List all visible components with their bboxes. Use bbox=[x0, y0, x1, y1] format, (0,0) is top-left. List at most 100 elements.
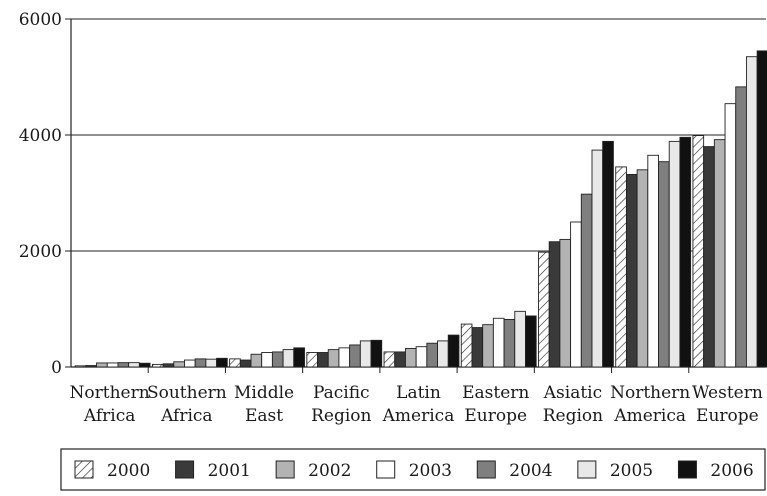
bar bbox=[261, 352, 273, 368]
bar bbox=[570, 221, 582, 368]
bar bbox=[306, 352, 318, 368]
bar bbox=[162, 363, 175, 368]
legend-label: 2004 bbox=[509, 461, 552, 481]
bar bbox=[184, 359, 196, 368]
bar bbox=[96, 362, 108, 368]
bar bbox=[514, 310, 526, 368]
bar bbox=[338, 347, 351, 368]
category-label: Africa bbox=[160, 406, 213, 426]
bar bbox=[636, 169, 649, 368]
category-label: America bbox=[613, 406, 686, 426]
legend-swatch bbox=[175, 460, 195, 479]
category-label: Latin bbox=[396, 383, 441, 403]
category-label: Region bbox=[543, 406, 603, 426]
bar bbox=[394, 351, 406, 368]
bar bbox=[426, 342, 439, 368]
bar bbox=[415, 346, 428, 368]
category-label: Southern bbox=[147, 383, 227, 403]
bar bbox=[724, 103, 737, 368]
bar bbox=[602, 140, 614, 368]
bar bbox=[405, 347, 417, 368]
bar bbox=[383, 351, 396, 368]
bar bbox=[580, 193, 593, 368]
legend-label: 2006 bbox=[710, 461, 753, 481]
bar bbox=[74, 365, 87, 368]
legend-label: 2003 bbox=[409, 461, 452, 481]
bar bbox=[359, 340, 372, 368]
category-label: East bbox=[245, 406, 283, 426]
category-label: Western bbox=[692, 383, 763, 403]
legend-swatch bbox=[74, 460, 94, 479]
legend-swatch bbox=[376, 460, 396, 479]
legend-swatch bbox=[476, 460, 496, 479]
bar bbox=[282, 349, 295, 368]
bar bbox=[756, 50, 767, 368]
bar bbox=[525, 315, 537, 368]
bar bbox=[482, 324, 494, 368]
bar bbox=[151, 363, 164, 368]
bar bbox=[117, 362, 130, 368]
bar bbox=[349, 344, 361, 368]
legend-swatch bbox=[577, 460, 597, 479]
category-label: Europe bbox=[696, 406, 759, 426]
bar bbox=[370, 339, 383, 368]
y-tick-label: 4000 bbox=[19, 126, 62, 146]
bar bbox=[679, 136, 692, 368]
category-label: Pacific bbox=[313, 383, 370, 403]
bar bbox=[471, 327, 484, 368]
bar bbox=[447, 334, 460, 368]
bar bbox=[745, 56, 758, 368]
legend-label: 2000 bbox=[107, 461, 150, 481]
legend-label: 2005 bbox=[610, 461, 653, 481]
bar bbox=[625, 173, 638, 368]
category-label: Northern bbox=[70, 383, 150, 403]
labels: 0 2000 4000 6000 Northern Africa Southern Afric… bbox=[19, 10, 763, 426]
bar bbox=[173, 361, 185, 368]
bar bbox=[735, 86, 747, 368]
bar bbox=[647, 154, 659, 368]
bar bbox=[460, 323, 473, 368]
bar bbox=[703, 146, 715, 368]
bar bbox=[658, 161, 670, 368]
bar bbox=[559, 238, 572, 368]
bar bbox=[317, 352, 329, 368]
bar bbox=[138, 362, 151, 368]
bar bbox=[229, 358, 241, 368]
bars bbox=[74, 50, 767, 368]
bar bbox=[293, 347, 305, 368]
bar bbox=[713, 139, 726, 368]
bar bbox=[85, 365, 98, 368]
category-label: America bbox=[382, 406, 455, 426]
legend-label: 2001 bbox=[208, 461, 251, 481]
bar bbox=[615, 166, 627, 368]
bar bbox=[548, 241, 561, 368]
category-label: Asiatic bbox=[543, 383, 602, 403]
legend-swatch bbox=[275, 460, 295, 479]
bar bbox=[538, 251, 550, 368]
bar bbox=[591, 149, 604, 368]
y-tick-label: 2000 bbox=[19, 242, 62, 262]
bar bbox=[271, 351, 284, 368]
bar bbox=[327, 349, 340, 368]
bar bbox=[492, 317, 505, 368]
category-label: Region bbox=[311, 406, 371, 426]
category-label: Northern bbox=[610, 383, 690, 403]
bar bbox=[668, 140, 681, 368]
category-label: Middle bbox=[234, 383, 294, 403]
bar bbox=[692, 135, 705, 368]
bar bbox=[205, 358, 218, 368]
bar bbox=[216, 357, 228, 368]
bar bbox=[106, 362, 119, 368]
bar bbox=[503, 318, 516, 368]
category-label: Africa bbox=[83, 406, 136, 426]
legend-swatch bbox=[677, 460, 697, 479]
category-label: Europe bbox=[464, 406, 527, 426]
bar bbox=[239, 359, 252, 368]
y-tick-label: 6000 bbox=[19, 10, 62, 30]
category-label: Eastern bbox=[462, 383, 529, 403]
y-tick-label: 0 bbox=[51, 358, 62, 378]
bar bbox=[194, 358, 207, 368]
bar bbox=[437, 340, 449, 368]
